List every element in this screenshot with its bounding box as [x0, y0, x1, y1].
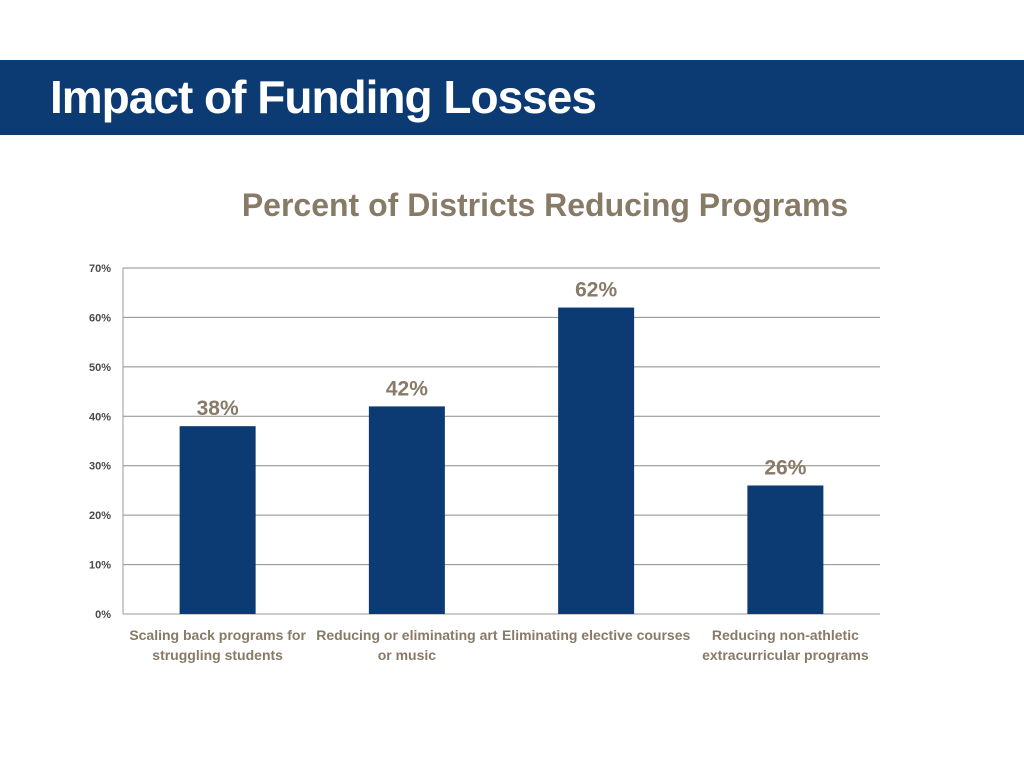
slide-title: Impact of Funding Losses [50, 71, 597, 123]
x-category-label: or music [378, 647, 437, 663]
x-category-label: Reducing or eliminating art [316, 627, 498, 643]
x-category-label: Eliminating elective courses [502, 627, 691, 643]
y-tick-label: 20% [89, 510, 111, 522]
data-label: 42% [386, 377, 428, 400]
chart-title: Percent of Districts Reducing Programs [241, 187, 849, 223]
data-label: 38% [197, 397, 239, 420]
bar [179, 426, 256, 614]
title-bar: Impact of Funding Losses [0, 60, 1024, 135]
y-tick-label: 70% [89, 263, 111, 275]
bar [558, 307, 635, 614]
y-tick-label: 40% [89, 411, 111, 423]
y-tick-label: 60% [89, 312, 111, 324]
y-tick-label: 30% [89, 461, 111, 473]
y-tick-label: 50% [89, 362, 111, 374]
x-category-label: struggling students [152, 647, 283, 663]
y-tick-label: 10% [89, 560, 111, 572]
data-label: 62% [575, 279, 617, 302]
x-category-label: Scaling back programs for [129, 627, 306, 643]
bar [368, 406, 445, 614]
x-category-label: extracurricular programs [702, 647, 869, 663]
data-label: 26% [764, 456, 806, 479]
bar [747, 485, 824, 614]
y-tick-label: 0% [95, 609, 111, 621]
x-category-label: Reducing non-athletic [712, 627, 859, 643]
